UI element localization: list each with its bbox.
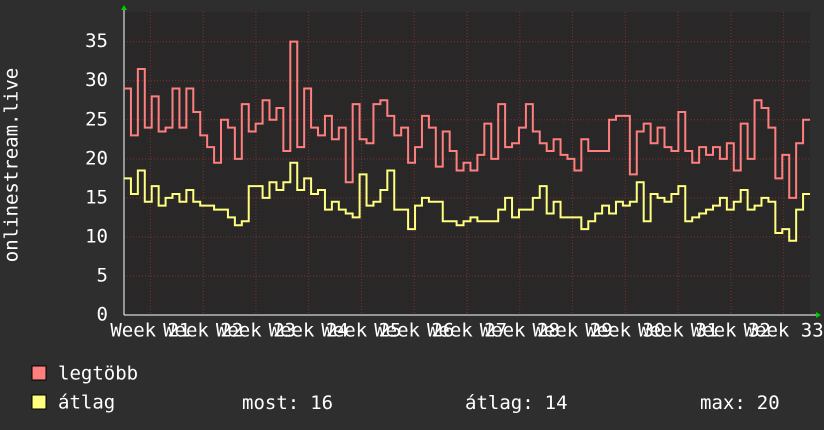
stat: most: 16 bbox=[242, 392, 333, 414]
stat-value: 14 bbox=[545, 392, 568, 414]
x-tick-label: Week 22 bbox=[163, 320, 243, 342]
legend-swatch bbox=[31, 394, 47, 410]
y-axis-label: onlinestream.live bbox=[1, 68, 23, 262]
stat: átlag: 14 bbox=[465, 392, 568, 414]
y-tick-label: 35 bbox=[85, 30, 108, 52]
x-tick-label: Week 28 bbox=[480, 320, 560, 342]
x-tick-label: Week 26 bbox=[374, 320, 454, 342]
x-tick-label: Week 24 bbox=[269, 320, 349, 342]
stat-label: max: bbox=[700, 392, 746, 414]
stat-label: átlag: bbox=[465, 392, 534, 414]
stat-value: 20 bbox=[757, 392, 780, 414]
x-tick-label: Week 23 bbox=[216, 320, 296, 342]
y-tick-label: 5 bbox=[97, 264, 108, 286]
x-tick-label: Week 30 bbox=[585, 320, 665, 342]
y-tick-label: 0 bbox=[97, 304, 108, 326]
stat-value: 16 bbox=[310, 392, 333, 414]
y-tick-label: 20 bbox=[85, 147, 108, 169]
x-tick-label: Week 25 bbox=[321, 320, 401, 342]
y-tick-label: 15 bbox=[85, 186, 108, 208]
x-tick-label: Week 29 bbox=[532, 320, 612, 342]
stat: max: 20 bbox=[700, 392, 780, 414]
series-line bbox=[124, 40, 810, 199]
x-tick-label: Week 31 bbox=[638, 320, 718, 342]
stat-label: most: bbox=[242, 392, 299, 414]
y-tick-label: 10 bbox=[85, 225, 108, 247]
x-tick-label: Week 33 bbox=[744, 320, 824, 342]
y-tick-label: 25 bbox=[85, 108, 108, 130]
series-line bbox=[124, 161, 810, 242]
legend-label: átlag bbox=[58, 392, 115, 414]
x-arrow bbox=[816, 312, 821, 318]
y-arrow bbox=[121, 5, 127, 10]
x-tick-label: Week 27 bbox=[427, 320, 507, 342]
x-tick-label: Week 32 bbox=[691, 320, 771, 342]
legend-swatch bbox=[31, 365, 47, 381]
x-tick-label: Week 21 bbox=[110, 320, 190, 342]
legend-label: legtöbb bbox=[58, 363, 138, 385]
y-tick-label: 30 bbox=[85, 69, 108, 91]
